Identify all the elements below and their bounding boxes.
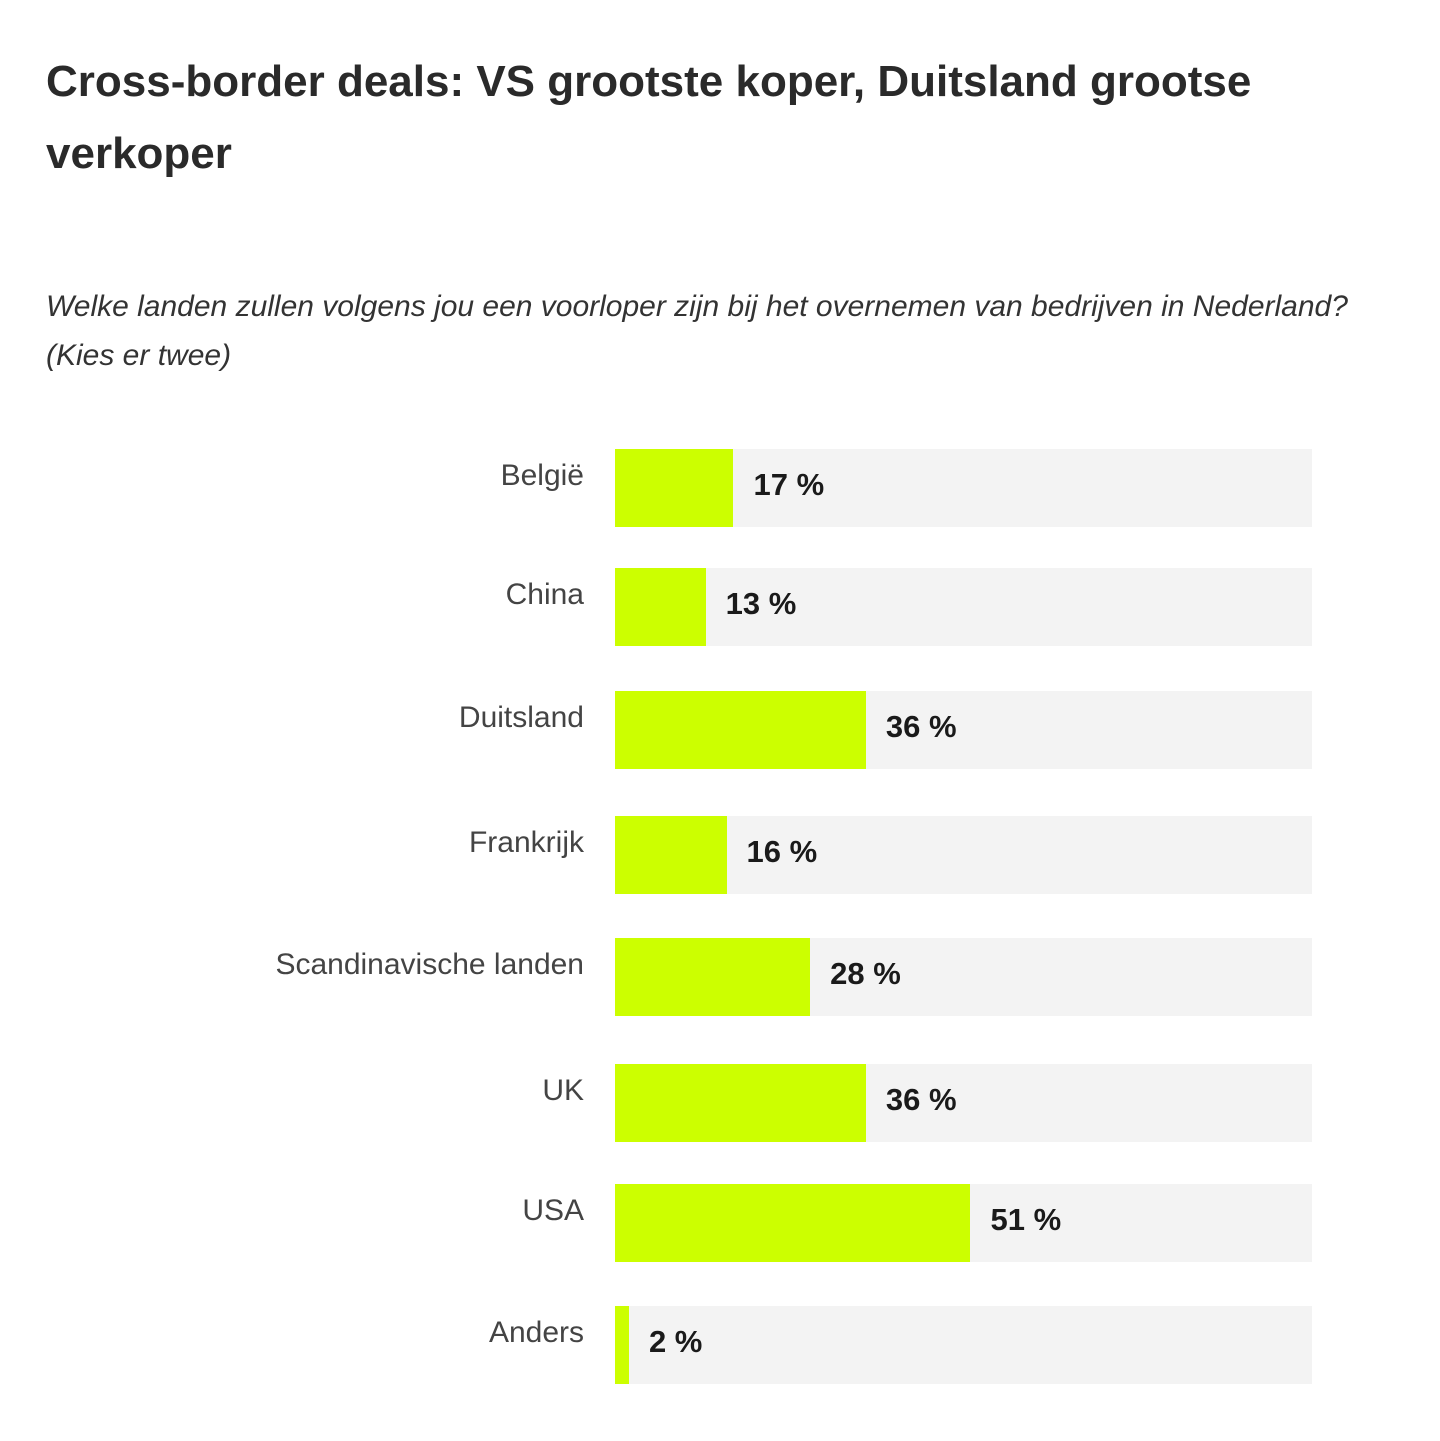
bar-row: Frankrijk 16 % (0, 816, 1440, 894)
bar (615, 1306, 629, 1384)
category-label: Duitsland (458, 701, 584, 734)
category-label: België (500, 459, 584, 492)
bar (615, 816, 727, 894)
bar-track (615, 568, 1312, 646)
value-label: 51 % (990, 1202, 1062, 1237)
chart-subtitle: Welke landen zullen volgens jou een voor… (46, 290, 1348, 372)
value-label: 2 % (648, 1324, 703, 1359)
bar-row: USA 51 % (0, 1184, 1440, 1262)
category-label: Frankrijk (468, 826, 584, 859)
bar-row: Duitsland 36 % (0, 691, 1440, 769)
category-label: Scandinavische landen (275, 948, 584, 981)
value-label: 13 % (725, 586, 797, 621)
value-label: 28 % (830, 956, 901, 991)
category-label: USA (522, 1194, 584, 1227)
bar (615, 449, 734, 527)
bar (615, 1184, 971, 1262)
bar-row: Anders 2 % (0, 1306, 1440, 1384)
bar-track (615, 816, 1312, 894)
bar-row: Scandinavische landen 28 % (0, 938, 1440, 1016)
bar-track (615, 1306, 1312, 1384)
bar-row: UK 36 % (0, 1064, 1440, 1142)
bar (615, 691, 866, 769)
bar-row: China 13 % (0, 568, 1440, 646)
value-label: 36 % (885, 709, 957, 744)
bar (615, 1064, 866, 1142)
value-label: 16 % (746, 834, 818, 869)
value-label: 36 % (885, 1082, 957, 1117)
category-label: China (505, 578, 584, 611)
bar-row: België 17 % (0, 449, 1440, 527)
value-label: 17 % (753, 467, 825, 502)
chart-title: Cross-border deals: VS grootste koper, D… (46, 57, 1252, 178)
bar (615, 568, 706, 646)
category-label: Anders (488, 1316, 584, 1349)
bar (615, 938, 811, 1016)
category-label: UK (542, 1074, 584, 1107)
